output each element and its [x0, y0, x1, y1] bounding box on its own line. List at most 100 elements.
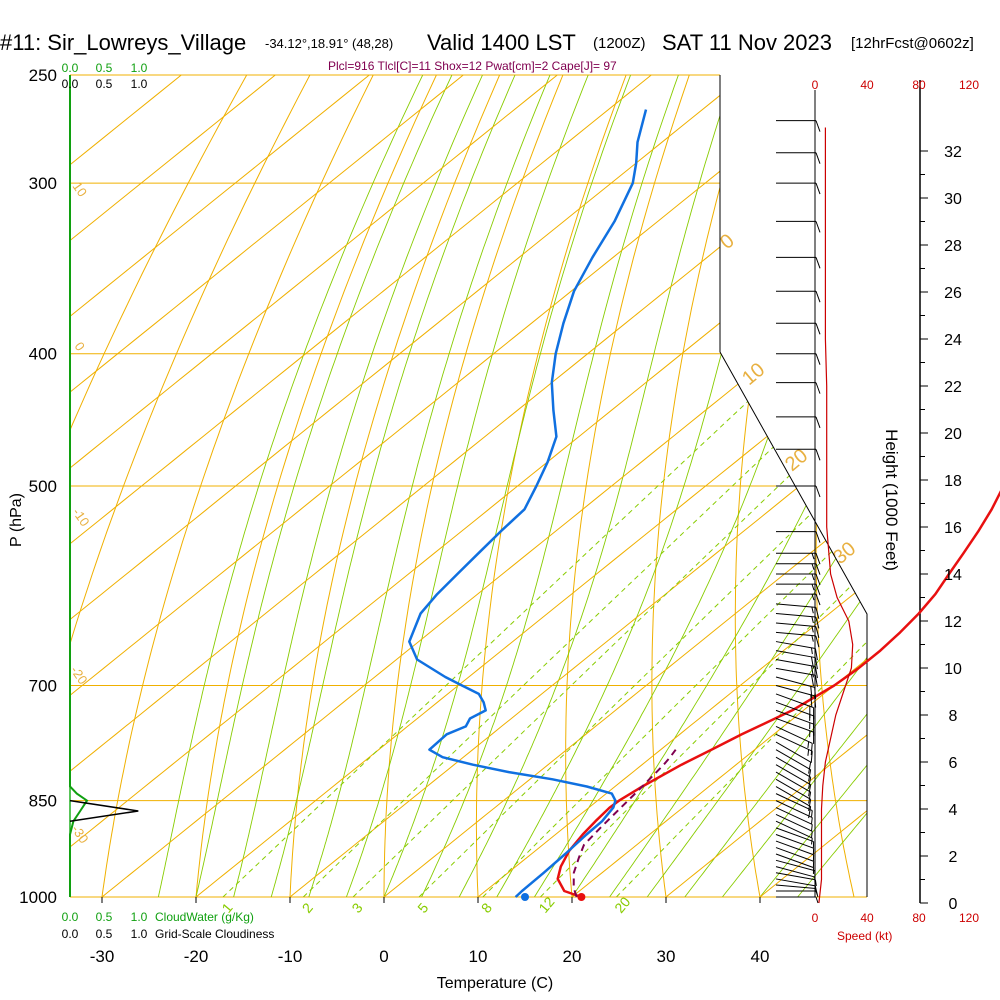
wind-barb-flag [815, 323, 821, 335]
cloudiness-line [69, 799, 139, 822]
wind-barb-half-flag [811, 831, 813, 838]
wind-barb-half-flag [811, 573, 815, 581]
wind-barb-staff [775, 650, 816, 659]
mixing-ratio-line [352, 353, 867, 897]
speed-tick-label-bottom: 80 [912, 911, 926, 925]
dry-adiabat-line [475, 75, 627, 897]
wind-barb [775, 827, 815, 848]
wind-barb [775, 693, 815, 720]
wind-barb-flag [815, 291, 821, 303]
wind-barb-half-flag [814, 885, 817, 893]
wind-barb-flag [815, 120, 821, 132]
wind-barb [775, 853, 815, 874]
sounding-series [408, 109, 1000, 901]
cloudiness-tick-bottom: 1.0 [131, 927, 148, 941]
wind-barb [775, 820, 813, 845]
wind-barb [775, 872, 817, 887]
isobar-grid [70, 74, 867, 898]
wind-barb-staff [775, 685, 815, 697]
moist-adiabat-line [646, 75, 867, 897]
wind-barb-staff [775, 834, 814, 849]
speed-axis-label: Speed (kt) [837, 929, 892, 943]
mixing-ratio-line [540, 353, 867, 897]
wind-barb [776, 290, 821, 303]
moist-adiabat-line [722, 75, 867, 897]
isotherm-line [195, 75, 867, 897]
moist-adiabat-line [571, 75, 867, 897]
wind-barb-flag [815, 635, 820, 648]
temperature-tick-label: 20 [563, 947, 582, 966]
wind-barb-staff [775, 693, 814, 709]
cloud-water-tick-bottom: 0.0 [62, 910, 79, 924]
wind-barb [775, 749, 812, 782]
isotherm-line [665, 75, 867, 897]
wind-barb [775, 764, 812, 797]
wind-barb-half-flag [811, 635, 814, 642]
wind-barb-flag [810, 674, 814, 687]
wind-barb-half-flag [811, 810, 813, 817]
wind-barb-flag [814, 695, 817, 708]
isotherm-line [289, 75, 867, 897]
mixing-ratio-label: 2 [299, 900, 316, 916]
cloudiness-tick-bottom: 0.0 [62, 927, 79, 941]
wind-barb [776, 552, 821, 565]
wind-barb [775, 840, 815, 862]
height-tick-label: 10 [944, 661, 962, 678]
dry-adiabat-line [70, 75, 248, 897]
speed-tick-label-bottom: 120 [959, 911, 979, 925]
cloudiness-tick-bottom: 0.5 [96, 927, 113, 941]
cloud-water-line [69, 75, 89, 897]
cloudiness-tick-top: 0.5 [96, 77, 113, 91]
cloudiness-tick-top: 1.0 [131, 77, 148, 91]
isotherm-label: 10 [738, 359, 769, 390]
wind-barb-flag [810, 694, 813, 707]
x-axis-label: Temperature (C) [437, 975, 553, 992]
wind-barb-staff [775, 764, 811, 786]
wind-barb [776, 896, 819, 904]
wind-barb [775, 786, 812, 819]
station-coords: -34.12°,18.91° (48,28) [265, 36, 393, 51]
wind-barb [775, 725, 813, 756]
wind-barb [776, 120, 821, 132]
cloud-profile [69, 75, 139, 897]
wind-barb-flag [814, 648, 818, 661]
wind-barb-flag [815, 152, 821, 164]
dry-adiabat-grid [70, 75, 867, 897]
moist-adiabat-line [308, 75, 551, 897]
wind-barb [776, 563, 821, 575]
wind-barb [776, 583, 821, 596]
isotherm-line [70, 75, 746, 897]
temperature-tick-label: 40 [751, 947, 770, 966]
mixing-ratio-line [302, 353, 867, 897]
isotherm-line [70, 75, 370, 897]
y-axis-label: P (hPa) [8, 493, 25, 547]
height-tick-label: 30 [944, 191, 962, 208]
isotherm-line [70, 75, 464, 897]
temperature-tick-label: 0 [379, 947, 388, 966]
cloud-water-tick-top: 0.0 [62, 61, 79, 75]
mixing-ratio-label: 8 [478, 900, 495, 916]
wind-barb-flag [814, 687, 817, 700]
surface-dewpoint-marker [521, 893, 529, 901]
wind-barb [775, 807, 813, 831]
wind-barb-half-flag [810, 647, 813, 655]
wind-barb [776, 890, 819, 898]
wind-barb [775, 800, 813, 824]
wind-barb-staff [775, 778, 811, 800]
isotherm-line [477, 75, 867, 897]
wind-barb-staff [775, 622, 816, 628]
height-tick-label: 4 [949, 802, 958, 819]
wind-barb [775, 834, 815, 855]
wind-barb-staff [775, 701, 814, 717]
height-tick-label: 16 [944, 520, 962, 537]
wind-barb [776, 256, 821, 269]
moist-adiabat-grid [157, 75, 867, 897]
height-tick-label: 12 [944, 614, 962, 631]
wind-barb-half-flag [811, 817, 813, 824]
station-name: #11: Sir_Lowreys_Village [0, 30, 246, 55]
wind-barb-staff [775, 853, 814, 869]
wind-barb-flag [815, 416, 821, 429]
wind-barb [775, 622, 820, 638]
